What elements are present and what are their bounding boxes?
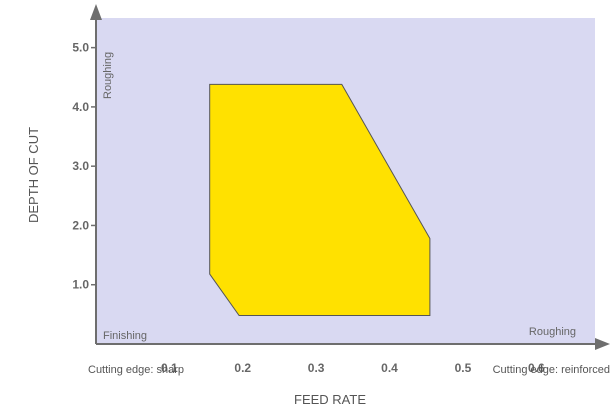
roughing-vertical-label: Roughing: [102, 52, 114, 99]
x-tick-label: 0.6: [528, 361, 545, 375]
x-tick-label: 0.4: [381, 361, 398, 375]
y-tick-label: 1.0: [72, 278, 89, 292]
finishing-label: Finishing: [103, 330, 147, 342]
x-tick-label: 0.3: [308, 361, 325, 375]
y-tick-label: 2.0: [72, 218, 89, 232]
x-tick-label: 0.5: [455, 361, 472, 375]
cutting-edge-reinforced-label: Cutting edge: reinforced: [493, 364, 610, 376]
operating-region: [209, 83, 431, 316]
y-tick-label: 5.0: [72, 41, 89, 55]
x-axis-title: FEED RATE: [294, 392, 366, 407]
cutting-edge-sharp-label: Cutting edge: sharp: [88, 364, 184, 376]
x-tick-label: 0.2: [234, 361, 251, 375]
x-tick-label: 0.1: [161, 361, 178, 375]
y-tick-label: 4.0: [72, 100, 89, 114]
x-axis-arrow: [595, 338, 610, 350]
y-axis-arrow: [90, 4, 102, 20]
y-tick-label: 3.0: [72, 159, 89, 173]
y-axis-title: DEPTH OF CUT: [26, 127, 41, 223]
roughing-horizontal-label: Roughing: [529, 326, 576, 338]
